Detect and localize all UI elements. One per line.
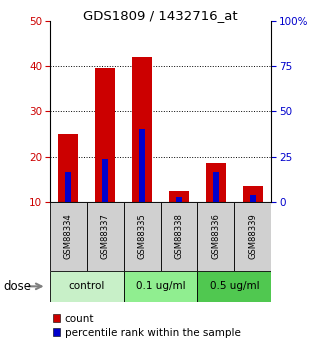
Bar	[65, 172, 71, 202]
Bar	[176, 197, 182, 202]
Bar	[197, 271, 271, 302]
Text: GSM88334: GSM88334	[64, 214, 73, 259]
Bar	[50, 271, 124, 302]
Text: 0.1 ug/ml: 0.1 ug/ml	[136, 282, 185, 291]
Bar	[139, 129, 145, 202]
Text: GDS1809 / 1432716_at: GDS1809 / 1432716_at	[83, 9, 238, 22]
Text: percentile rank within the sample: percentile rank within the sample	[65, 328, 241, 338]
Bar	[132, 57, 152, 202]
Text: 0.5 ug/ml: 0.5 ug/ml	[210, 282, 259, 291]
Text: control: control	[68, 282, 105, 291]
Bar	[197, 202, 234, 271]
Bar	[234, 202, 271, 271]
Bar	[124, 202, 160, 271]
Bar	[160, 202, 197, 271]
Bar	[243, 186, 263, 202]
Text: dose: dose	[3, 280, 31, 293]
Bar	[58, 134, 78, 202]
Text: count: count	[65, 314, 94, 324]
Bar	[102, 159, 108, 202]
Bar	[87, 202, 124, 271]
Bar	[169, 190, 189, 202]
Text: GSM88338: GSM88338	[174, 214, 184, 259]
Bar	[124, 271, 197, 302]
Text: GSM88339: GSM88339	[248, 214, 257, 259]
Bar	[206, 163, 226, 202]
Bar	[95, 68, 115, 202]
Bar	[250, 195, 256, 202]
Bar	[213, 172, 219, 202]
Text: GSM88335: GSM88335	[137, 214, 147, 259]
Text: GSM88337: GSM88337	[100, 214, 110, 259]
Bar	[50, 202, 87, 271]
Text: GSM88336: GSM88336	[211, 214, 221, 259]
